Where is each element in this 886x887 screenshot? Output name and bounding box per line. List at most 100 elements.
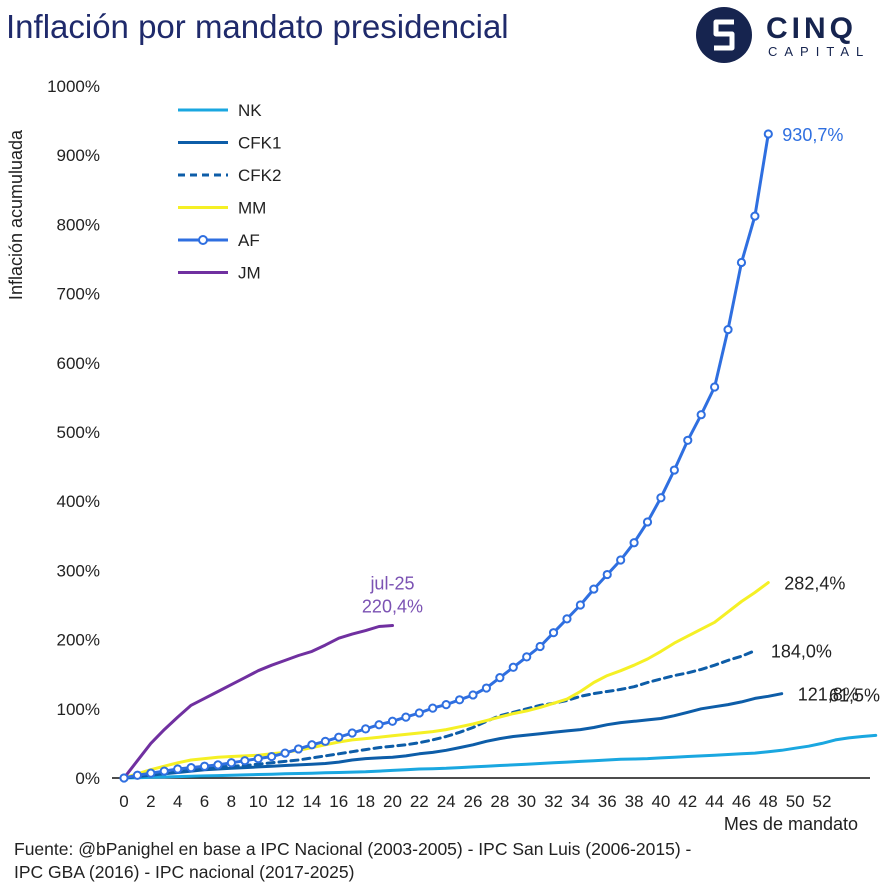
x-tick-label: 18 <box>356 792 375 811</box>
source-line-2: IPC GBA (2016) - IPC nacional (2017-2025… <box>14 862 355 882</box>
series-point-af <box>173 764 183 774</box>
series-point-af <box>750 211 760 221</box>
x-tick-label: 52 <box>813 792 832 811</box>
end-label-nk: 61,5% <box>829 685 880 705</box>
y-tick-label: 1000% <box>47 77 100 96</box>
series-line-nk <box>122 733 878 780</box>
logo-brand-text: CINQ <box>766 12 857 45</box>
x-tick-label: 46 <box>732 792 751 811</box>
series-point-af <box>495 673 505 683</box>
series-point-af <box>656 493 666 503</box>
series-point-af <box>535 641 545 652</box>
series-point-af <box>387 716 398 726</box>
series-layer <box>119 129 878 783</box>
y-tick-label: 100% <box>57 700 100 719</box>
series-point-af <box>642 517 653 527</box>
series-point-af <box>132 770 143 780</box>
x-tick-label: 0 <box>119 792 128 811</box>
series-point-af <box>548 628 559 638</box>
y-tick-label: 500% <box>57 423 100 442</box>
series-point-af <box>280 748 290 758</box>
series-point-af <box>683 435 693 445</box>
chart-legend: NK CFK1 CFK2 MM AF JM <box>178 101 281 283</box>
end-label-jm-date: jul-25 <box>369 573 414 593</box>
x-tick-label: 14 <box>302 792 321 811</box>
series-point-af <box>602 569 612 580</box>
series-point-af <box>401 712 411 722</box>
y-tick-label: 300% <box>57 561 100 580</box>
y-tick-label: 700% <box>57 285 100 304</box>
series-point-af <box>616 555 626 565</box>
series-point-af <box>589 584 599 594</box>
x-tick-label: 10 <box>249 792 268 811</box>
series-point-af <box>226 758 236 768</box>
x-tick-label: 36 <box>598 792 617 811</box>
page-title: Inflación por mandato presidencial <box>6 8 509 45</box>
x-tick-label: 44 <box>705 792 724 811</box>
series-line-mm <box>122 581 770 780</box>
y-tick-label: 0% <box>75 769 100 788</box>
legend-label-nk: NK <box>238 101 262 120</box>
x-tick-label: 24 <box>437 792 456 811</box>
series-point-af <box>307 740 317 750</box>
x-axis-title: Mes de mandato <box>724 814 858 834</box>
series-point-af <box>454 695 465 705</box>
x-axis-ticks: 0 2 4 6 8 10 12 14 16 18 20 22 24 26 28 30 32 34 36 38 40 42 4… <box>119 792 831 811</box>
x-tick-label: 28 <box>490 792 509 811</box>
x-tick-label: 22 <box>410 792 429 811</box>
end-labels: 61,5%121,8% 184,0% 282,4% 930,7% jul-25 220,4… <box>362 125 880 705</box>
logo-mark-icon <box>713 19 735 51</box>
x-tick-label: 2 <box>146 792 155 811</box>
x-tick-label: 48 <box>759 792 778 811</box>
x-tick-label: 42 <box>678 792 697 811</box>
x-tick-label: 50 <box>786 792 805 811</box>
cinq-capital-logo: CINQ CAPITAL <box>696 7 863 63</box>
series-line-cfk2 <box>122 649 757 780</box>
series-point-af <box>562 614 572 624</box>
series-point-af <box>669 465 679 475</box>
x-tick-label: 32 <box>544 792 563 811</box>
series-point-af <box>293 744 304 754</box>
series-point-af <box>414 708 424 718</box>
series-point-af <box>468 690 478 700</box>
series-point-af <box>481 683 492 693</box>
end-label-cfk1: 121,8% <box>798 685 859 705</box>
series-point-af <box>146 768 156 778</box>
y-axis-title: Inflación acumuluada <box>6 129 26 300</box>
x-tick-label: 8 <box>227 792 236 811</box>
series-point-af <box>763 129 773 139</box>
y-tick-label: 400% <box>57 492 100 511</box>
x-tick-label: 30 <box>517 792 536 811</box>
legend-label-jm: JM <box>238 264 261 283</box>
legend-label-mm: MM <box>238 199 266 218</box>
x-tick-label: 4 <box>173 792 182 811</box>
x-tick-label: 6 <box>200 792 209 811</box>
end-label-af: 930,7% <box>782 125 843 145</box>
source-note: Fuente: @bPanighel en base a IPC Naciona… <box>14 838 834 884</box>
y-tick-label: 600% <box>57 354 100 373</box>
legend-marker-af <box>198 235 208 245</box>
series-point-af <box>428 703 438 713</box>
series-point-af <box>320 736 330 746</box>
series-line-cfk1 <box>122 692 784 780</box>
series-point-af <box>629 538 639 548</box>
series-point-af <box>508 662 518 672</box>
y-axis-ticks: 0% 100% 200% 300% 400% 500% 600% 700% 800% 900% 10… <box>47 77 100 788</box>
series-point-af <box>186 763 196 773</box>
x-tick-label: 20 <box>383 792 402 811</box>
x-tick-label: 26 <box>464 792 483 811</box>
series-point-af <box>347 728 357 738</box>
series-point-af <box>696 410 706 420</box>
x-tick-label: 40 <box>651 792 670 811</box>
series-point-af <box>710 382 720 392</box>
series-point-af <box>522 652 532 662</box>
series-point-af <box>267 751 277 762</box>
series-point-af <box>334 732 344 742</box>
series-point-af <box>361 724 371 734</box>
y-tick-label: 900% <box>57 146 100 165</box>
x-tick-label: 12 <box>276 792 295 811</box>
source-line-1: Fuente: @bPanighel en base a IPC Naciona… <box>14 839 692 859</box>
legend-label-cfk2: CFK2 <box>238 166 281 185</box>
end-label-mm: 282,4% <box>784 574 845 594</box>
